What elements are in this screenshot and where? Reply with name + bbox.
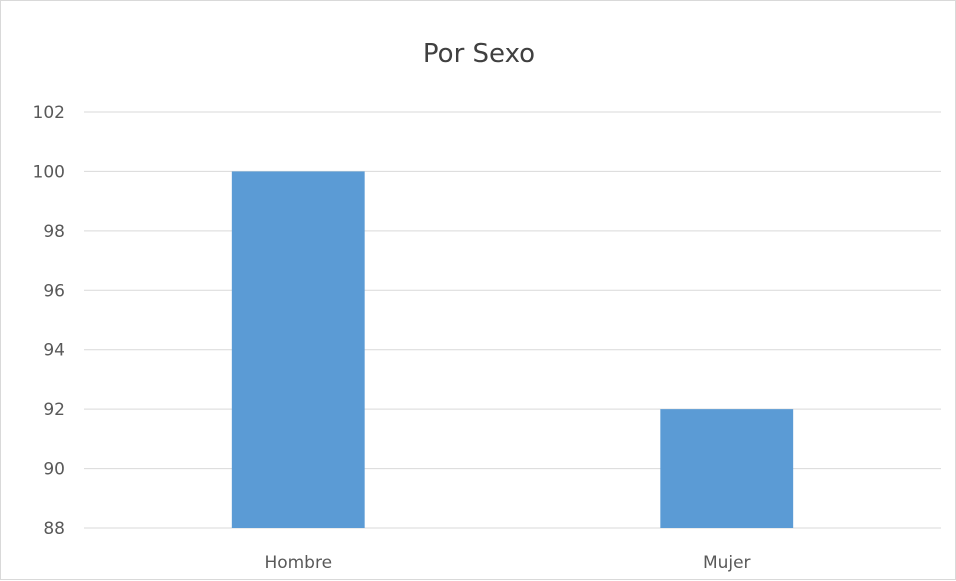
y-tick-label: 96 [43, 281, 65, 301]
bar-hombre [232, 171, 365, 528]
y-tick-label: 94 [43, 341, 65, 361]
gridlines [84, 112, 941, 528]
y-axis-ticks: 88 90 92 94 96 98 100 102 [33, 103, 65, 539]
y-tick-label: 102 [33, 103, 65, 123]
y-tick-label: 90 [43, 460, 65, 480]
y-tick-label: 92 [43, 400, 65, 420]
x-axis-ticks: Hombre Mujer [264, 553, 750, 573]
bar-mujer [660, 409, 793, 528]
y-tick-label: 100 [33, 162, 65, 182]
y-tick-label: 98 [43, 222, 65, 242]
x-tick-label-hombre: Hombre [264, 553, 332, 573]
y-tick-label: 88 [43, 519, 65, 539]
x-tick-label-mujer: Mujer [703, 553, 751, 573]
